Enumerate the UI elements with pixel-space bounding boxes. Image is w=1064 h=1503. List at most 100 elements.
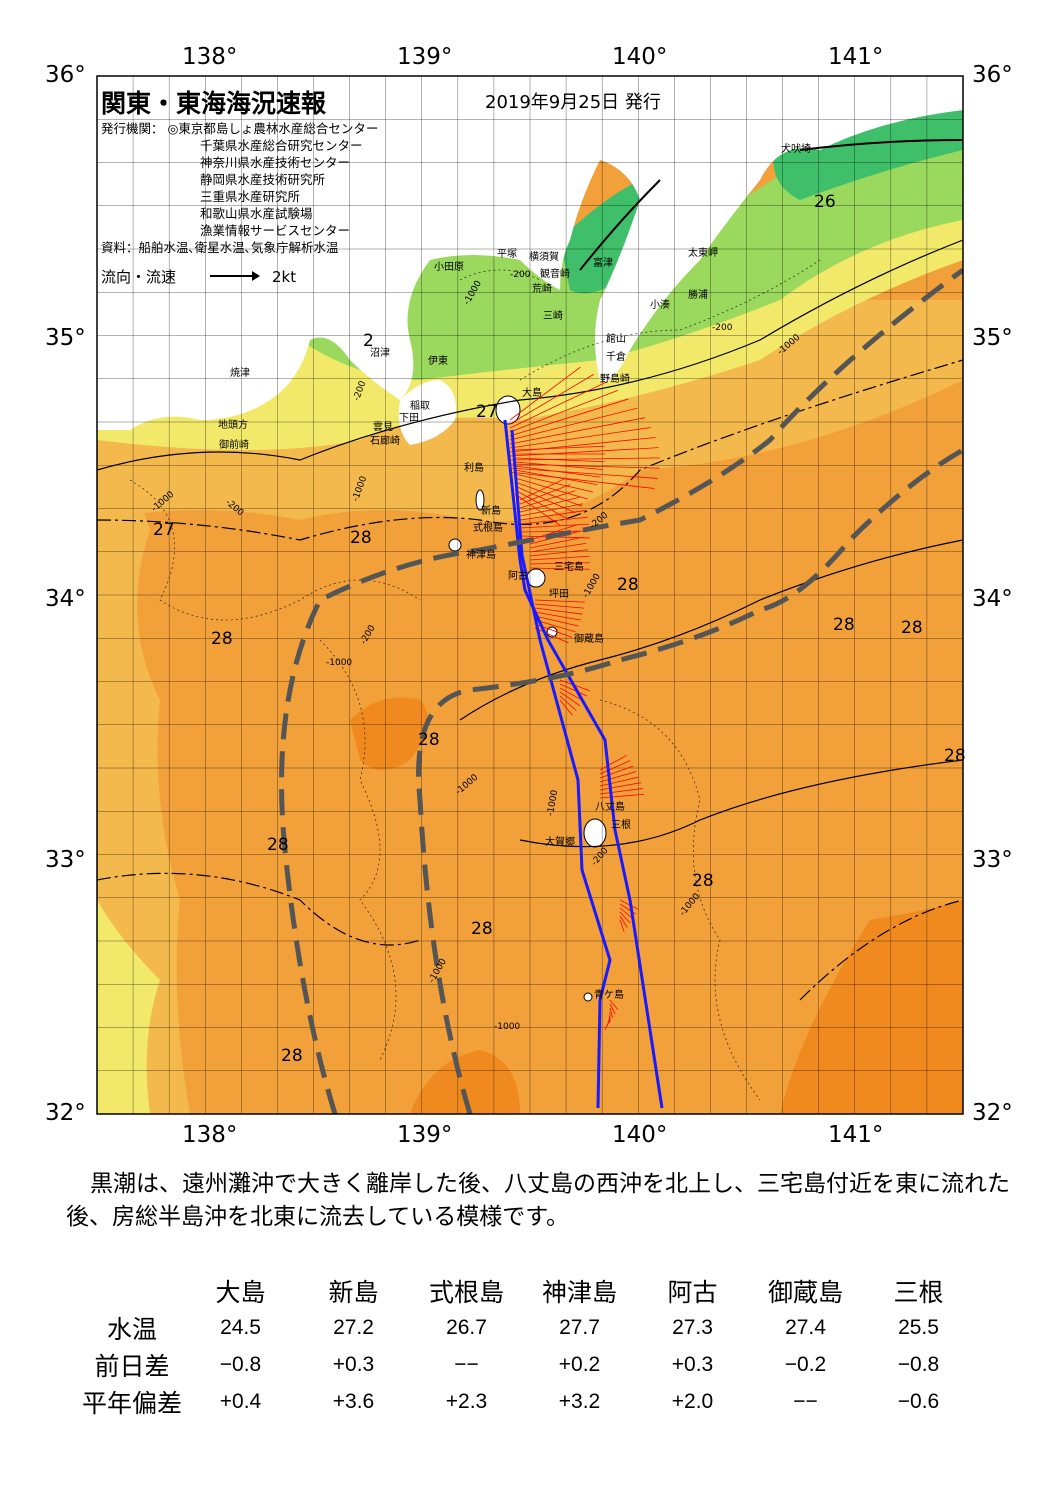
- current-vector: [514, 469, 598, 486]
- lat-label-left: 36°: [45, 62, 86, 88]
- current-vector: [514, 457, 605, 463]
- station-header: 神津島: [541, 1278, 617, 1307]
- map-frame: [96, 75, 964, 1115]
- current-vector: [609, 999, 619, 1010]
- current-vector: [619, 915, 628, 928]
- map-title: 関東・東海海況速報: [101, 89, 327, 118]
- current-vector: [509, 447, 659, 457]
- issuer-name: 神奈川県水産技術センター: [200, 155, 351, 170]
- ship-track: [510, 429, 612, 1109]
- lon-label-bottom: 139°: [397, 1122, 453, 1148]
- temperature-label: 28: [350, 528, 372, 548]
- isobath-label: -200: [712, 323, 733, 333]
- kuroshio-axis: [279, 267, 963, 1114]
- current-vector: [519, 510, 586, 521]
- current-vector: [619, 911, 631, 924]
- current-vector: [509, 463, 660, 469]
- current-vector: [509, 417, 645, 445]
- place-label: 小湊: [650, 300, 670, 311]
- temperature-label: 28: [944, 746, 966, 766]
- lat-label-right: 35°: [972, 325, 1013, 351]
- temperature-label: 27: [153, 520, 175, 540]
- place-label: 御前崎: [219, 440, 249, 451]
- table-row: 水温 24.5 27.2 26.7 27.7 27.3 27.4 25.5: [80, 1309, 975, 1346]
- current-vector: [529, 536, 584, 549]
- table-header-row: 大島 新島 式根島 神津島 阿古 御蔵島 三根: [80, 1272, 975, 1309]
- isotherms-dashdot: [97, 359, 963, 1001]
- current-vector: [509, 373, 595, 425]
- place-label: 焼津: [230, 368, 250, 379]
- isotherm-line: [579, 179, 661, 271]
- table-cell: 27.4: [785, 1315, 826, 1339]
- table-cell: +0.2: [558, 1352, 601, 1376]
- place-label: 阿古: [508, 571, 528, 582]
- current-vector: [514, 461, 604, 470]
- issuers-label: 発行機関：: [101, 121, 164, 136]
- kuroshio-path: [416, 447, 963, 1114]
- current-vector: [509, 427, 652, 449]
- station-header: 三根: [893, 1278, 944, 1307]
- current-vector: [599, 788, 643, 795]
- temperature-label: 28: [471, 919, 493, 939]
- current-vector: [599, 755, 627, 771]
- current-vector: [514, 465, 601, 478]
- vector-legend: 流向・流速 2kt: [101, 266, 296, 287]
- lon-label-top: 141°: [828, 44, 884, 70]
- current-vector: [559, 687, 584, 702]
- ship-track: [503, 419, 664, 1109]
- station-header: 大島: [215, 1278, 266, 1307]
- isotherm-line: [799, 139, 963, 151]
- lon-label-top: 140°: [612, 44, 668, 70]
- isotherm-dashdot: [97, 359, 963, 541]
- issuer-list: 発行機関： ◎東京都島しょ農林水産総合センター 千葉県水産総合研究センター 神奈…: [101, 120, 378, 256]
- place-label: 御蔵島: [574, 634, 604, 645]
- current-vectors: [509, 366, 660, 1030]
- current-vector: [599, 793, 645, 799]
- current-vector: [514, 473, 594, 493]
- lon-label-bottom: 140°: [612, 1122, 668, 1148]
- place-label: 式根島: [473, 523, 503, 534]
- current-vector: [519, 516, 588, 525]
- table-cell: +3.6: [332, 1389, 375, 1413]
- current-vector: [519, 503, 583, 517]
- isobath-label: -1000: [494, 1022, 521, 1032]
- data-sources: 資料：船舶水温､衛星水温､気象庁解析水温: [101, 240, 339, 255]
- place-label: 館山: [606, 334, 626, 345]
- temperature-label: 28: [418, 730, 440, 750]
- legend-arrow-icon: [210, 270, 261, 281]
- table-cell: 25.5: [898, 1315, 939, 1339]
- place-label: 下田: [399, 413, 419, 424]
- lat-label-right: 34°: [972, 586, 1013, 612]
- sst-hot-zone: [410, 1050, 520, 1114]
- current-vector: [534, 611, 581, 621]
- table-cell: 27.7: [559, 1315, 600, 1339]
- lat-label-right: 33°: [972, 847, 1013, 873]
- table-cell: −0.8: [897, 1352, 940, 1376]
- current-vector: [599, 760, 631, 775]
- current-vector: [534, 607, 583, 615]
- place-label: 新島: [481, 506, 501, 517]
- place-label: 荒崎: [532, 284, 552, 295]
- place-label: 勝浦: [688, 290, 708, 301]
- issuer-name: 千葉県水産総合研究センター: [200, 138, 363, 153]
- lon-label-bottom: 138°: [182, 1122, 238, 1148]
- temperature-label: 28: [617, 575, 639, 595]
- issuer-row: 発行機関： ◎東京都島しょ農林水産総合センター: [101, 120, 378, 137]
- place-label: 平塚: [497, 249, 517, 260]
- issuer-name: ◎東京都島しょ農林水産総合センター: [167, 121, 379, 136]
- current-vector: [534, 599, 585, 603]
- place-label: 伊東: [428, 356, 448, 367]
- temperature-label: 28: [281, 1046, 303, 1066]
- row-label: 水温: [106, 1315, 157, 1344]
- island-hachijojima: [583, 818, 607, 848]
- station-header: 新島: [328, 1278, 379, 1307]
- current-vector: [529, 543, 587, 553]
- current-vector: [599, 782, 642, 791]
- current-vector: [519, 490, 576, 509]
- place-label: 三崎: [543, 311, 563, 322]
- issuer-name: 漁業情報サービスセンター: [200, 223, 351, 238]
- station-header: 御蔵島: [767, 1278, 843, 1307]
- current-vector: [519, 484, 571, 505]
- issue-date: 2019年9月25日 発行: [485, 92, 661, 113]
